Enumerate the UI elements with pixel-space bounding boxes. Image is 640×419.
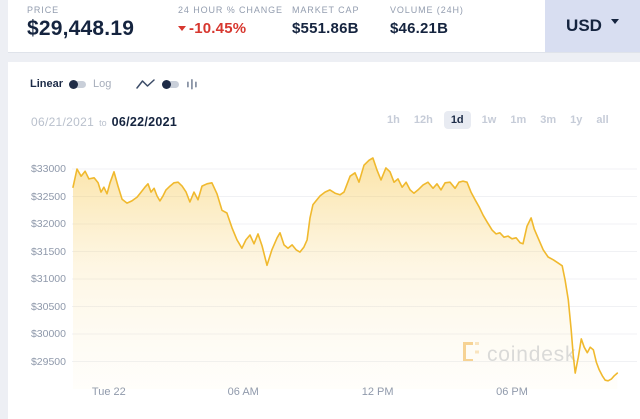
volume-value: $46.21B — [390, 20, 449, 37]
stats-bar: PRICE $29,448.19 24 HOUR % CHANGE -10.45… — [8, 0, 640, 53]
market-cap-value: $551.86B — [292, 20, 359, 37]
range-1d[interactable]: 1d — [443, 111, 471, 129]
range-1m[interactable]: 1m — [510, 114, 527, 126]
date-separator: to — [99, 118, 107, 128]
stat-price: PRICE $29,448.19 — [27, 5, 134, 41]
chevron-down-icon — [610, 18, 619, 24]
market-cap-label: MARKET CAP — [292, 5, 360, 15]
coindesk-logo-icon — [462, 341, 480, 368]
stat-market-cap: MARKET CAP $551.86B — [292, 5, 359, 37]
stat-change: 24 HOUR % CHANGE -10.45% — [178, 5, 283, 37]
range-12h[interactable]: 12h — [413, 114, 433, 126]
change-percent: -10.45% — [189, 20, 247, 37]
range-3m[interactable]: 3m — [540, 114, 557, 126]
range-1y[interactable]: 1y — [570, 114, 583, 126]
range-1h[interactable]: 1h — [387, 114, 400, 126]
watermark-text: coindesk — [487, 342, 577, 366]
log-scale-label[interactable]: Log — [93, 78, 112, 90]
currency-selector[interactable]: USD — [545, 0, 640, 52]
currency-value: USD — [566, 16, 602, 35]
bar-chart-icon[interactable] — [186, 78, 198, 90]
chart-type-toggle[interactable] — [162, 79, 180, 89]
linear-scale-label[interactable]: Linear — [30, 78, 64, 90]
coindesk-watermark: coindesk — [462, 341, 576, 368]
toggle-knob — [162, 79, 172, 89]
range-all[interactable]: all — [596, 114, 609, 126]
change-value: -10.45% — [178, 20, 283, 37]
range-buttons: 1h 12h 1d 1w 1m 3m 1y all — [384, 111, 612, 129]
price-value: $29,448.19 — [27, 17, 135, 40]
date-from[interactable]: 06/21/2021 — [31, 115, 95, 129]
date-to[interactable]: 06/22/2021 — [111, 115, 178, 129]
price-label: PRICE — [27, 5, 60, 15]
scale-toggle[interactable] — [69, 79, 87, 89]
volume-label: VOLUME (24H) — [390, 5, 464, 15]
range-1w[interactable]: 1w — [481, 114, 497, 126]
line-chart-icon[interactable] — [136, 78, 156, 90]
down-triangle-icon — [178, 26, 186, 31]
date-range: 06/21/2021 to 06/22/2021 — [31, 115, 177, 129]
change-label: 24 HOUR % CHANGE — [178, 5, 283, 15]
stat-volume: VOLUME (24H) $46.21B — [390, 5, 464, 37]
toggle-knob — [69, 79, 79, 89]
chart-controls: Linear Log — [30, 78, 198, 90]
